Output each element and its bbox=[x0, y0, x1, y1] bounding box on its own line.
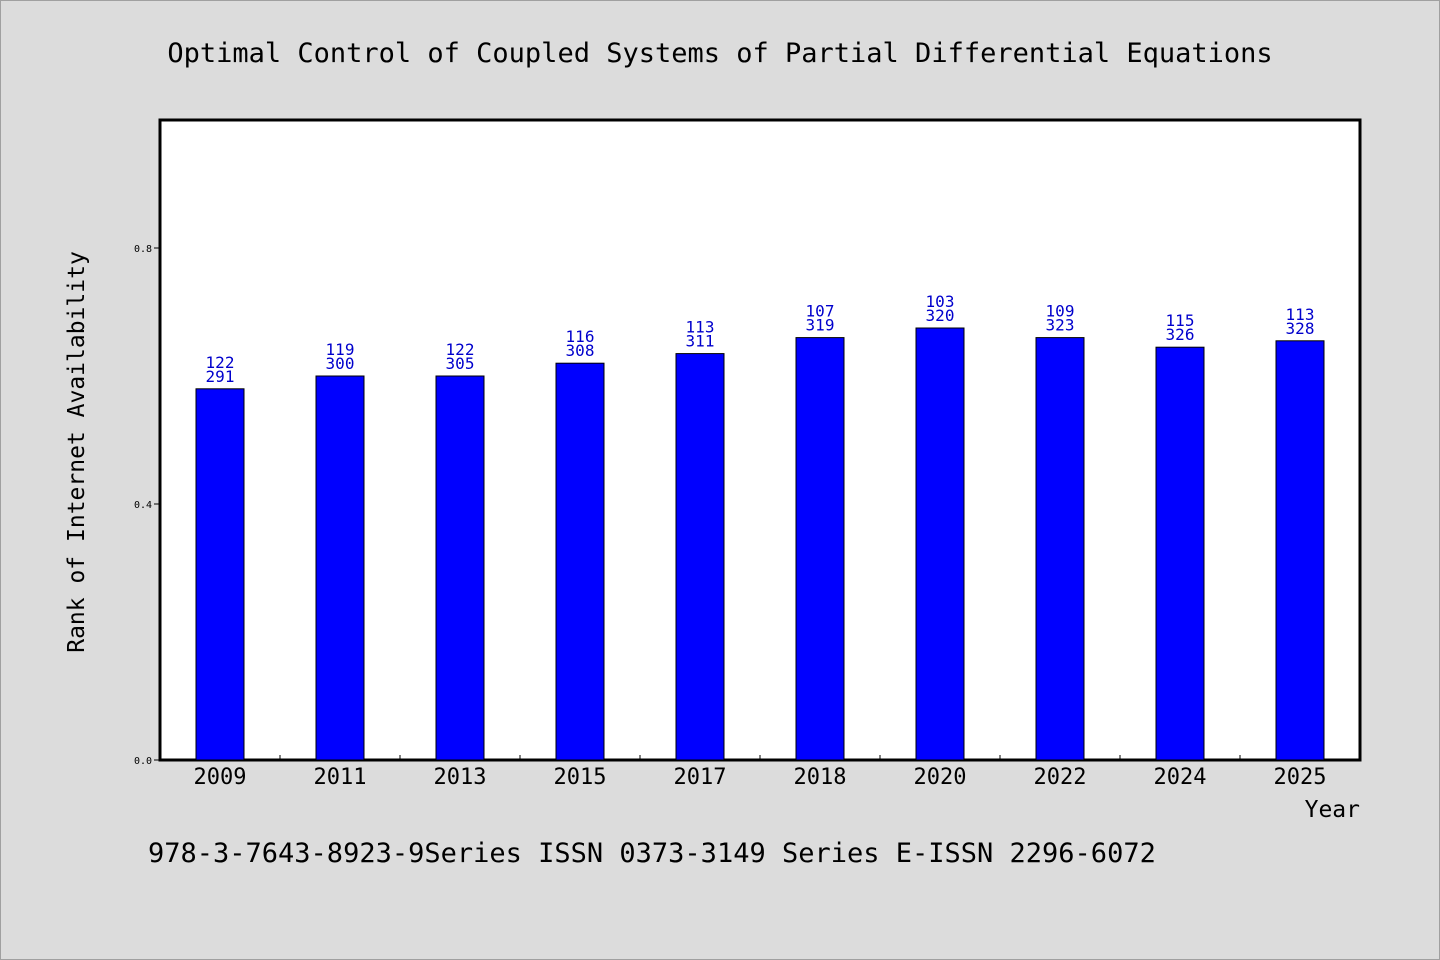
bar-label-bottom-2024: 326 bbox=[1166, 325, 1195, 344]
bar-label-bottom-2018: 319 bbox=[806, 316, 835, 335]
bar-2025 bbox=[1275, 340, 1325, 761]
y-axis: 0.0 0.4 0.8 bbox=[134, 244, 160, 767]
data-labels: 1222911193001223051163081133111073191033… bbox=[206, 292, 1315, 386]
x-tick-label-2017: 2017 bbox=[674, 765, 727, 790]
x-axis-label: Year bbox=[1305, 797, 1360, 823]
x-tick-label-2025: 2025 bbox=[1274, 765, 1327, 790]
bar-label-top-2022: 109 bbox=[1046, 302, 1075, 321]
bar-2015 bbox=[555, 362, 605, 761]
x-tick-label-2024: 2024 bbox=[1154, 765, 1207, 790]
bars-layer bbox=[195, 327, 1325, 761]
y-tick-label-0.4: 0.4 bbox=[134, 500, 152, 511]
chart-title: Optimal Control of Coupled Systems of Pa… bbox=[167, 38, 1272, 69]
bar-2018 bbox=[795, 337, 845, 761]
bar-label-top-2018: 107 bbox=[806, 302, 835, 321]
bar-label-bottom-2015: 308 bbox=[566, 341, 595, 360]
bar-2020 bbox=[915, 327, 965, 761]
x-tick-label-2022: 2022 bbox=[1034, 765, 1087, 790]
bar-label-top-2015: 116 bbox=[566, 327, 595, 346]
bar-label-top-2024: 115 bbox=[1166, 311, 1195, 330]
bar-label-bottom-2017: 311 bbox=[686, 332, 715, 351]
x-tick-label-2011: 2011 bbox=[314, 765, 367, 790]
x-axis: 2009 2011 2013 2015 2017 2018 2020 2022 2024 2025 bbox=[194, 755, 1327, 790]
bar-label-top-2025: 113 bbox=[1286, 305, 1315, 324]
bar-label-top-2020: 103 bbox=[926, 292, 955, 311]
x-tick-label-2015: 2015 bbox=[554, 765, 607, 790]
bar-label-bottom-2022: 323 bbox=[1046, 316, 1075, 335]
bar-label-bottom-2020: 320 bbox=[926, 306, 955, 325]
footer-text: 978-3-7643-8923-9Series ISSN 0373-3149 S… bbox=[148, 838, 1156, 869]
bar-label-top-2013: 122 bbox=[446, 340, 475, 359]
y-axis-label: Rank of Internet Availability bbox=[64, 251, 90, 653]
bar-2022 bbox=[1035, 337, 1085, 761]
bar-label-bottom-2025: 328 bbox=[1286, 319, 1315, 338]
x-tick-label-2018: 2018 bbox=[794, 765, 847, 790]
bar-label-bottom-2013: 305 bbox=[446, 354, 475, 373]
x-tick-label-2013: 2013 bbox=[434, 765, 487, 790]
bar-label-top-2017: 113 bbox=[686, 318, 715, 337]
bar-2024 bbox=[1155, 346, 1205, 761]
bar-label-top-2009: 122 bbox=[206, 353, 235, 372]
bar-2009 bbox=[195, 388, 245, 761]
y-tick-label-0.8: 0.8 bbox=[134, 244, 152, 255]
bar-label-bottom-2009: 291 bbox=[206, 367, 235, 386]
y-tick-label-0.0: 0.0 bbox=[134, 756, 152, 767]
bar-label-top-2011: 119 bbox=[326, 340, 355, 359]
bar-2011 bbox=[315, 375, 365, 761]
bar-2013 bbox=[435, 375, 485, 761]
x-tick-label-2020: 2020 bbox=[914, 765, 967, 790]
bar-2017 bbox=[675, 353, 725, 761]
bar-label-bottom-2011: 300 bbox=[326, 354, 355, 373]
x-tick-label-2009: 2009 bbox=[194, 765, 247, 790]
